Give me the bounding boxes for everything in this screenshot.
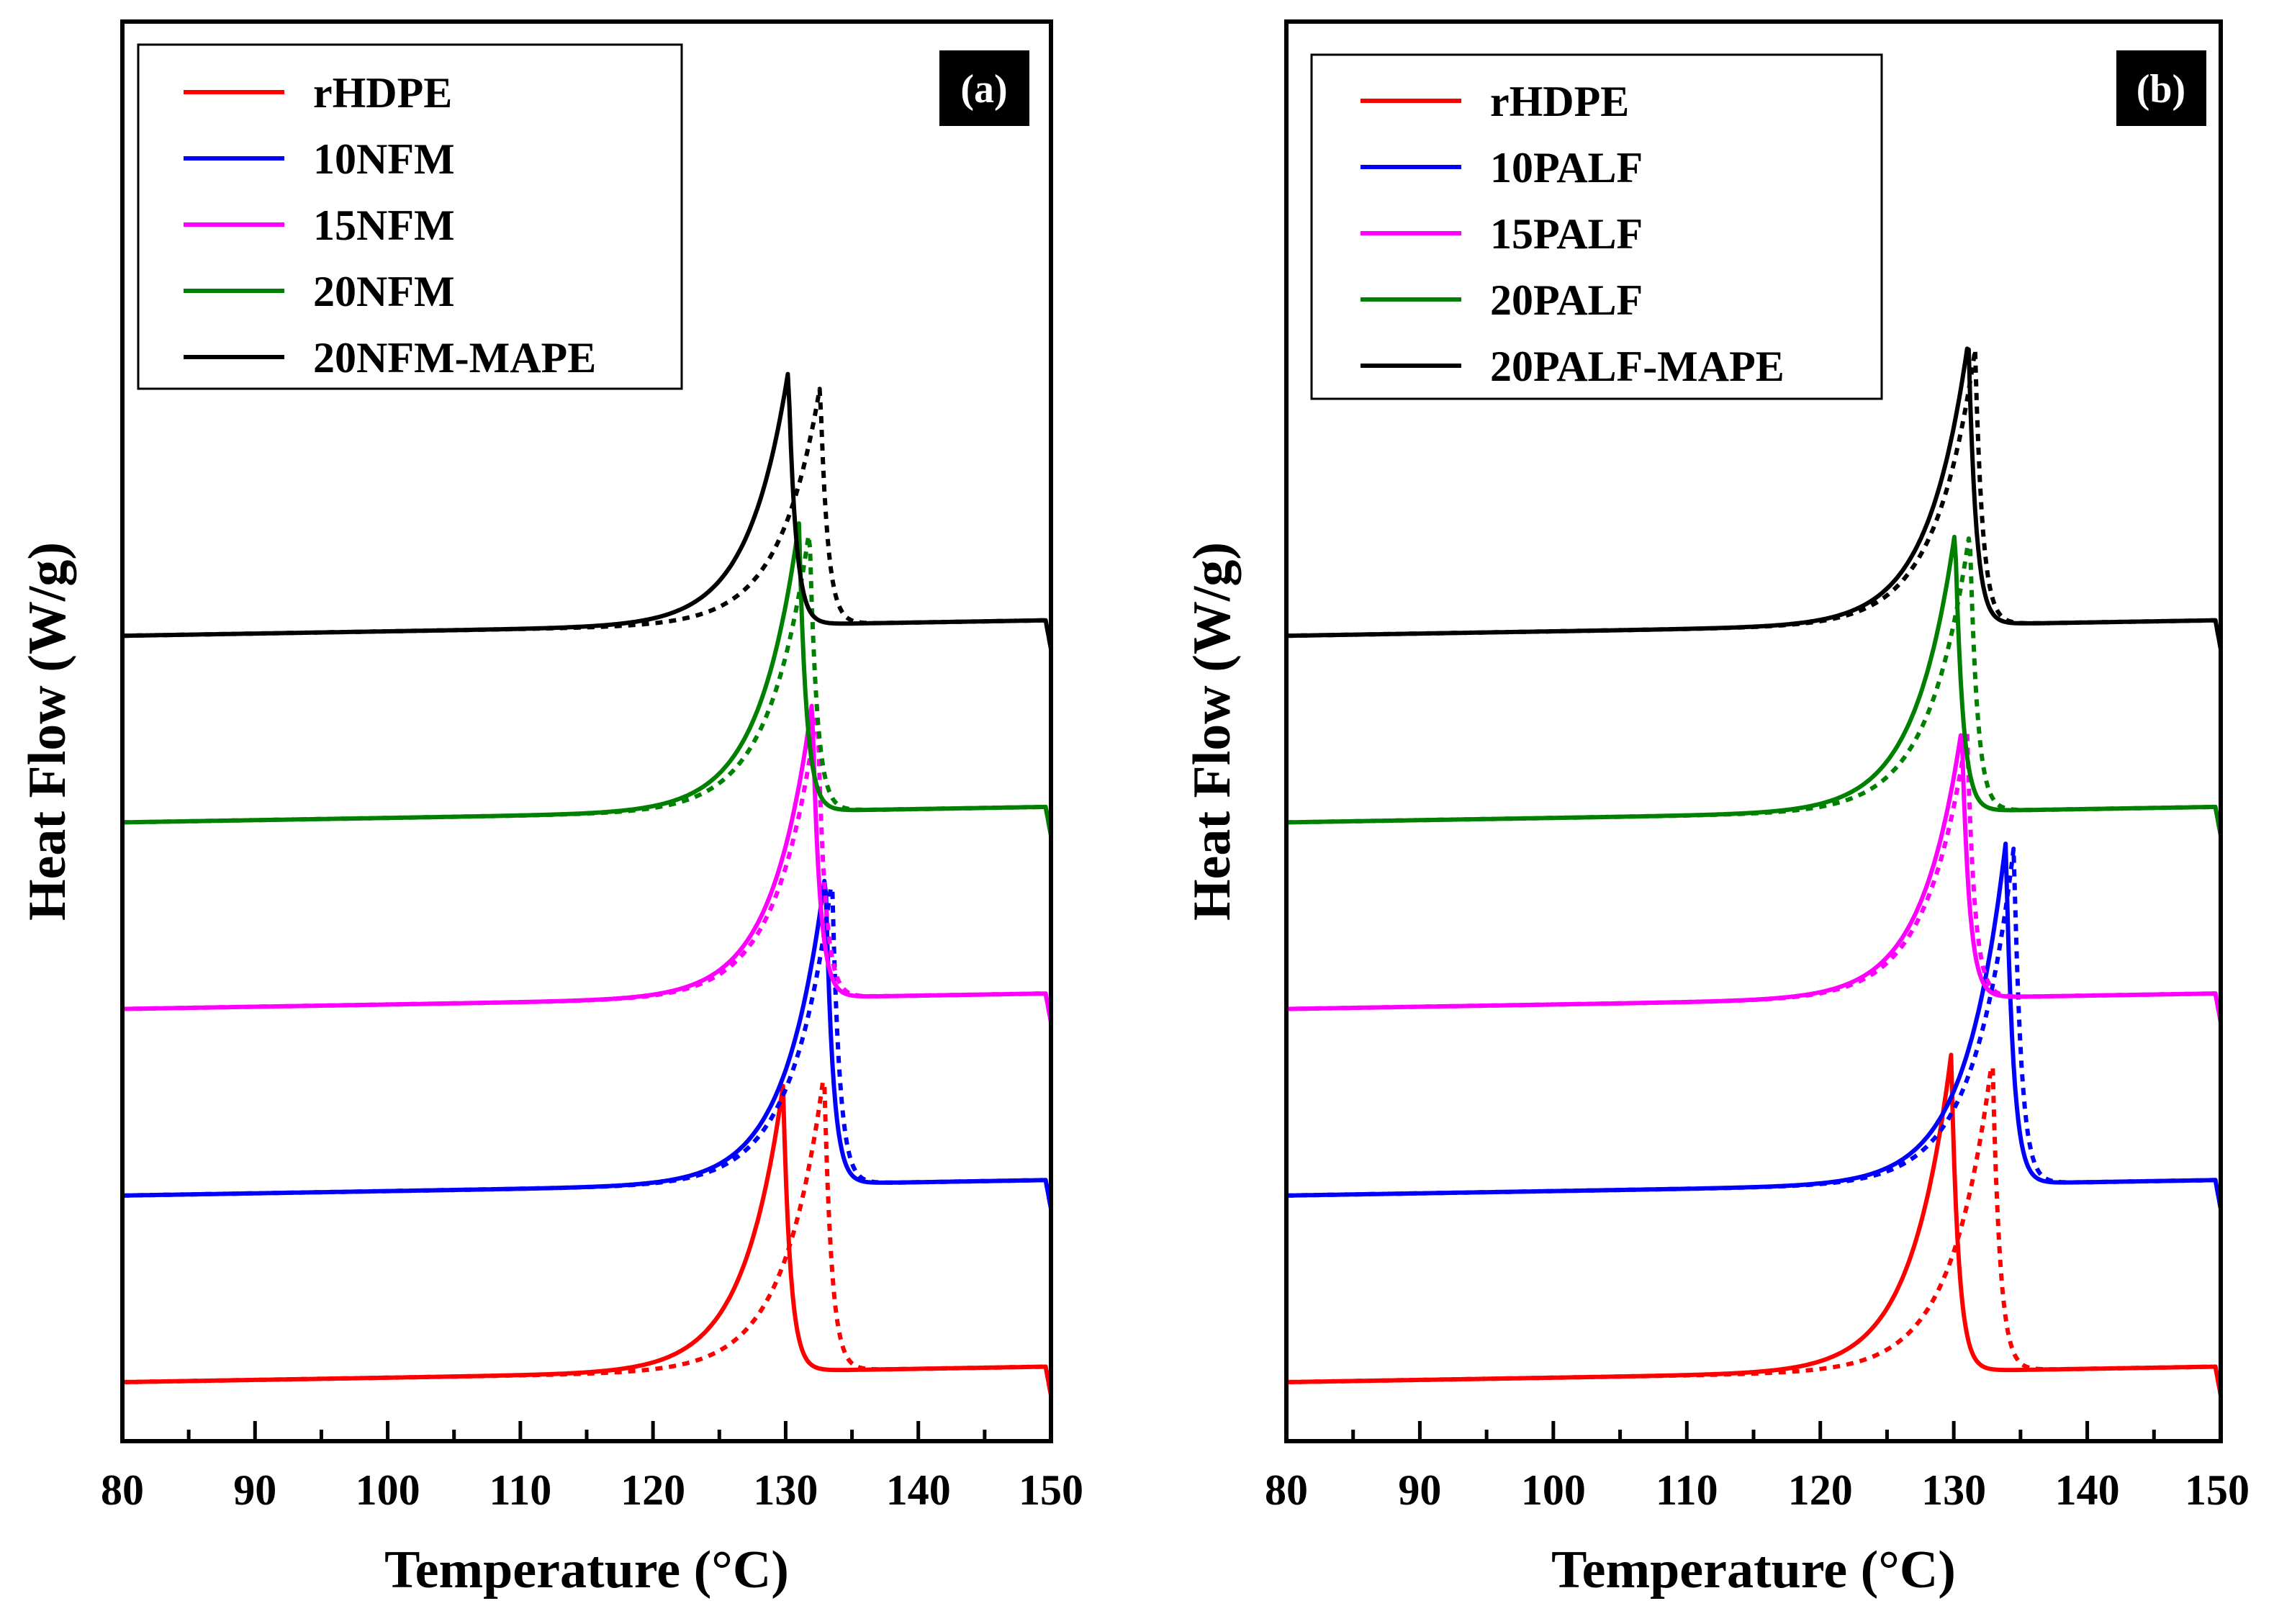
panel-a-x-tick-label: 100 xyxy=(356,1466,420,1514)
panel-a-curve-20nfm-mape-solid xyxy=(122,371,1053,650)
panel-b-x-tick-label: 150 xyxy=(2185,1466,2250,1514)
panel-b-legend-label: 10PALF xyxy=(1490,144,1643,191)
panel-b-curve-rhdpe-solid xyxy=(1286,1052,2223,1397)
panel-a-tag: (a) xyxy=(960,67,1007,112)
panel-b: 80 90 100 110 120 130 140 150 Temperatur… xyxy=(1183,19,2250,1600)
panel-b-x-axis-label: Temperature (°C) xyxy=(1551,1540,1956,1600)
panel-b-legend-label: rHDPE xyxy=(1490,78,1629,125)
panel-a-curve-20nfm-solid xyxy=(122,521,1053,836)
panel-b-curve-10palf-solid xyxy=(1286,842,2223,1209)
panel-b-curve-15palf-dotted xyxy=(1286,728,2223,1023)
panel-b-tag: (b) xyxy=(2137,67,2185,112)
panel-a-x-tick-label: 80 xyxy=(101,1466,144,1514)
panel-a-x-tick-label: 130 xyxy=(753,1466,818,1514)
panel-b-x-tick-label: 80 xyxy=(1265,1466,1308,1514)
panel-b-y-axis-label: Heat Flow (W/g) xyxy=(1183,542,1242,921)
panel-b-tag-box xyxy=(2116,50,2206,126)
panel-a-curve-20nfm-dotted xyxy=(122,533,1053,836)
panel-a-x-tick-label: 150 xyxy=(1019,1466,1083,1514)
panel-a-curve-15nfm-solid xyxy=(122,703,1053,1023)
panel-a-x-ticks xyxy=(120,1421,1053,1441)
panel-b-curve-rhdpe-dotted xyxy=(1286,1065,2223,1397)
panel-a-curve-20nfm-mape-dotted xyxy=(122,387,1053,650)
panel-a-x-axis-label: Temperature (°C) xyxy=(384,1540,789,1600)
panel-a-legend-label: 15NFM xyxy=(313,202,455,249)
panel-a-x-tick-label: 90 xyxy=(233,1466,276,1514)
panel-a-curve-10nfm-dotted xyxy=(122,885,1053,1209)
panel-b-curve-20palf-mape-dotted xyxy=(1286,347,2223,650)
panel-b-curve-20palf-dotted xyxy=(1286,536,2223,836)
panel-b-x-tick-label: 140 xyxy=(2055,1466,2120,1514)
panel-b-x-tick-label: 100 xyxy=(1521,1466,1586,1514)
panel-a-curve-rhdpe-solid xyxy=(122,1083,1053,1397)
panel-a: 80 90 100 110 120 130 140 150 Temperatur… xyxy=(18,19,1083,1600)
panel-b-curve-20palf-solid xyxy=(1286,534,2223,836)
panel-a-x-tick-label: 140 xyxy=(886,1466,951,1514)
panel-b-x-tick-label: 110 xyxy=(1656,1466,1718,1514)
panel-a-legend-label: 20NFM xyxy=(313,268,455,315)
panel-a-legend-box xyxy=(137,43,683,390)
panel-a-legend-label: 10NFM xyxy=(313,135,455,183)
panel-b-curve-15palf-solid xyxy=(1286,733,2223,1023)
panel-b-curve-10palf-dotted xyxy=(1286,847,2223,1209)
panel-a-curve-10nfm-solid xyxy=(122,878,1053,1209)
panel-b-x-tick-label: 130 xyxy=(1921,1466,1986,1514)
panel-b-legend-label: 20PALF-MAPE xyxy=(1490,343,1785,390)
panel-a-x-tick-label: 120 xyxy=(621,1466,685,1514)
panel-b-x-tick-label: 120 xyxy=(1788,1466,1853,1514)
panel-a-curve-15nfm-dotted xyxy=(122,712,1053,1023)
panel-b-x-ticks xyxy=(1284,1421,2223,1441)
panel-a-legend-label: 20NFM-MAPE xyxy=(313,334,596,382)
panel-a-y-axis-label: Heat Flow (W/g) xyxy=(18,542,77,921)
panel-b-legend-label: 15PALF xyxy=(1490,210,1643,258)
panel-a-legend-label: rHDPE xyxy=(313,69,452,117)
panel-a-curves xyxy=(122,371,1053,1397)
panel-b-curves xyxy=(1286,346,2223,1397)
panel-b-legend-label: 20PALF xyxy=(1490,276,1643,324)
panel-a-curve-rhdpe-dotted xyxy=(122,1080,1053,1397)
panel-a-x-tick-label: 110 xyxy=(489,1466,552,1514)
panel-b-x-tick-label: 90 xyxy=(1398,1466,1441,1514)
panel-a-tag-box xyxy=(939,50,1029,126)
panel-b-legend-box xyxy=(1310,53,1883,400)
